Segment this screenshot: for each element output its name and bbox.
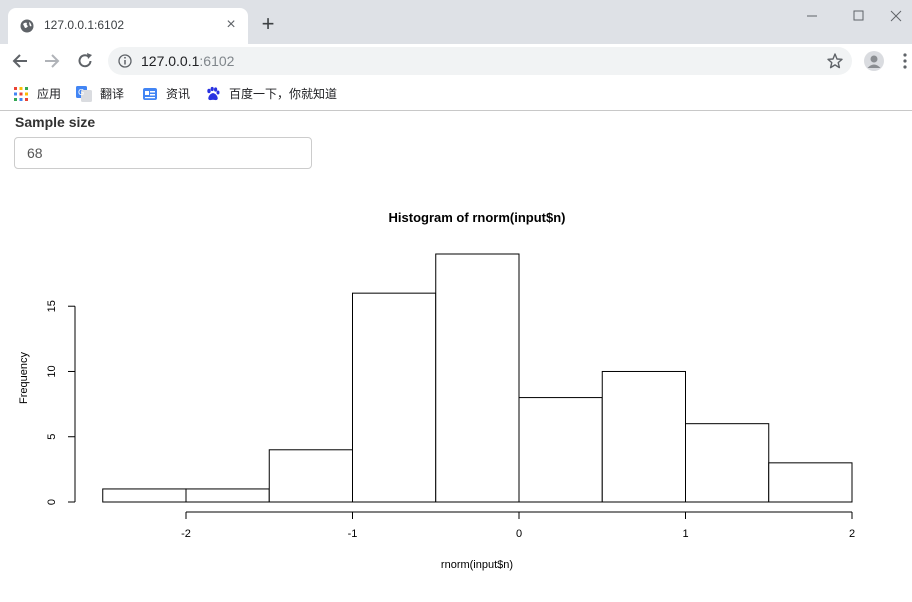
histogram-bar bbox=[518, 397, 603, 503]
histogram-bar bbox=[268, 449, 353, 503]
globe-icon bbox=[20, 19, 34, 33]
sample-size-input[interactable] bbox=[14, 137, 312, 169]
svg-text:G: G bbox=[78, 88, 84, 97]
histogram-bar bbox=[185, 488, 270, 503]
bookmark-label: 翻译 bbox=[100, 87, 125, 101]
histogram-bar bbox=[685, 423, 770, 503]
url-host: 127.0.0.1 bbox=[141, 53, 200, 69]
x-tick-label: -2 bbox=[181, 528, 191, 540]
bookmark-label: 应用 bbox=[37, 87, 62, 101]
url-text: 127.0.0.1:6102 bbox=[141, 53, 234, 69]
bars-layer bbox=[102, 253, 853, 503]
profile-avatar-icon[interactable] bbox=[864, 51, 884, 71]
bookmark-label: 百度一下，你就知道 bbox=[229, 87, 338, 101]
maximize-icon[interactable] bbox=[846, 6, 870, 26]
address-bar[interactable]: 127.0.0.1:6102 bbox=[108, 47, 852, 75]
url-port: :6102 bbox=[199, 53, 235, 69]
y-tick-label: 15 bbox=[46, 300, 58, 312]
y-axis-label: Frequency bbox=[18, 352, 30, 404]
bookmark-label: 资讯 bbox=[166, 87, 191, 101]
info-icon[interactable] bbox=[118, 54, 132, 68]
bookmark-apps[interactable]: 应用 bbox=[13, 85, 63, 103]
y-axis: 0 5 10 15 bbox=[46, 300, 76, 505]
baidu-paw-icon bbox=[207, 86, 220, 101]
histogram-bar bbox=[352, 292, 437, 503]
apps-grid-icon bbox=[14, 87, 28, 101]
browser-toolbar: 127.0.0.1:6102 bbox=[0, 44, 912, 78]
histogram-bar bbox=[102, 488, 187, 503]
x-tick-label: -1 bbox=[348, 528, 358, 540]
histogram-bar bbox=[768, 462, 853, 503]
sample-size-label: Sample size bbox=[15, 114, 96, 130]
y-tick-label: 0 bbox=[46, 499, 58, 505]
reload-icon[interactable] bbox=[75, 51, 95, 71]
bookmarks-bar: 应用 G 翻译 资讯 百度一下，你就知道 bbox=[0, 78, 912, 111]
bookmark-translate[interactable]: G 翻译 bbox=[76, 85, 128, 103]
back-arrow-icon[interactable] bbox=[10, 51, 30, 71]
bookmark-baidu[interactable]: 百度一下，你就知道 bbox=[205, 85, 345, 103]
bookmark-star-icon[interactable] bbox=[826, 52, 844, 70]
x-tick-label: 0 bbox=[516, 528, 522, 540]
browser-tab[interactable]: 127.0.0.1:6102 × bbox=[8, 8, 248, 44]
y-tick-label: 10 bbox=[46, 365, 58, 377]
new-tab-button[interactable]: + bbox=[261, 11, 275, 36]
x-tick-label: 1 bbox=[682, 528, 688, 540]
forward-arrow-icon[interactable] bbox=[42, 51, 62, 71]
minimize-icon[interactable] bbox=[800, 6, 824, 26]
browser-tab-strip: 127.0.0.1:6102 × + bbox=[0, 0, 912, 44]
close-tab-icon[interactable]: × bbox=[226, 16, 236, 33]
news-icon bbox=[143, 88, 157, 100]
page-content: Sample size Histogram of rnorm(input$n) … bbox=[0, 111, 912, 602]
x-tick-label: 2 bbox=[849, 528, 855, 540]
bookmark-news[interactable]: 资讯 bbox=[142, 85, 194, 103]
chart-title: Histogram of rnorm(input$n) bbox=[389, 210, 566, 225]
x-axis-label: rnorm(input$n) bbox=[441, 559, 513, 571]
more-menu-icon[interactable] bbox=[900, 50, 910, 72]
close-window-icon[interactable] bbox=[884, 6, 908, 26]
x-axis: -2 -1 0 1 2 bbox=[181, 511, 855, 540]
histogram-bar bbox=[435, 253, 520, 503]
google-translate-icon: G bbox=[76, 86, 92, 102]
y-tick-label: 5 bbox=[46, 434, 58, 440]
tab-title: 127.0.0.1:6102 bbox=[44, 18, 125, 32]
histogram-bar bbox=[601, 370, 686, 503]
